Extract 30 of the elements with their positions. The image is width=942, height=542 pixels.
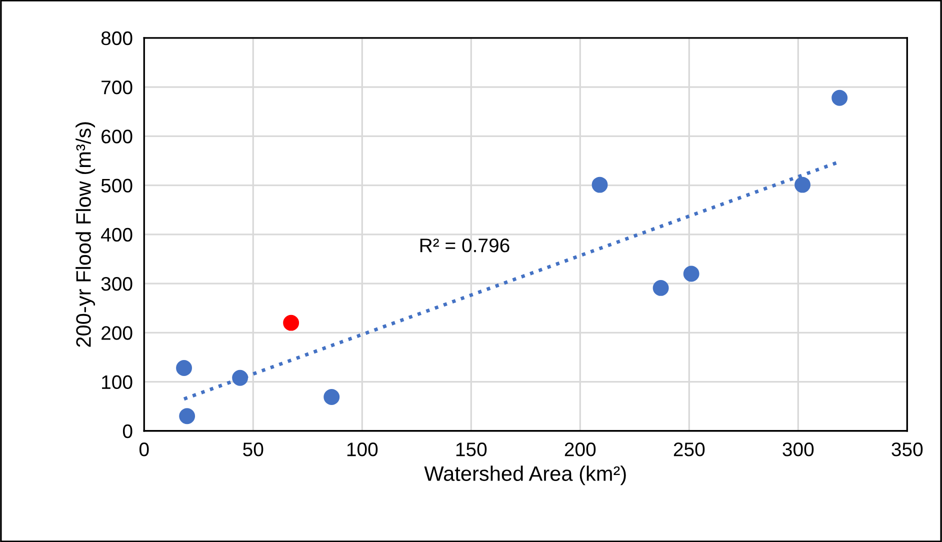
x-tick-label: 300 (782, 442, 814, 456)
point (179, 408, 196, 424)
y-tick-label: 800 (101, 31, 132, 46)
y-tick-label: 300 (101, 277, 132, 291)
annotation: R² = 0.796 (420, 238, 510, 252)
point (592, 176, 608, 193)
y-tick-label: 500 (101, 178, 132, 193)
y-tick-label: 700 (102, 80, 132, 94)
x-axis-title: Watershed Area (km²) (424, 466, 626, 486)
point (683, 266, 700, 282)
x-tick-label: 0 (139, 442, 149, 456)
point (232, 370, 248, 386)
point (324, 389, 340, 405)
point (832, 90, 848, 106)
x-tick-label: 250 (674, 442, 705, 456)
x-tick-label: 200 (564, 442, 596, 456)
point (652, 280, 669, 296)
x-tick-label: 150 (456, 442, 487, 456)
point (283, 314, 300, 331)
x-tick-label: 100 (347, 442, 378, 456)
y-tick-label: 200 (102, 326, 132, 340)
y-tick-label: 100 (102, 375, 132, 390)
point (176, 360, 192, 376)
y-tick-label: 0 (122, 424, 132, 438)
y-tick-label: 400 (101, 228, 132, 242)
y-axis-title: 200-yr Flood Flow (m³/s) (76, 122, 96, 347)
x-tick-label: 350 (892, 442, 923, 456)
point (794, 176, 810, 193)
x-tick-label: 50 (243, 442, 264, 456)
y-tick-label: 600 (102, 130, 132, 144)
